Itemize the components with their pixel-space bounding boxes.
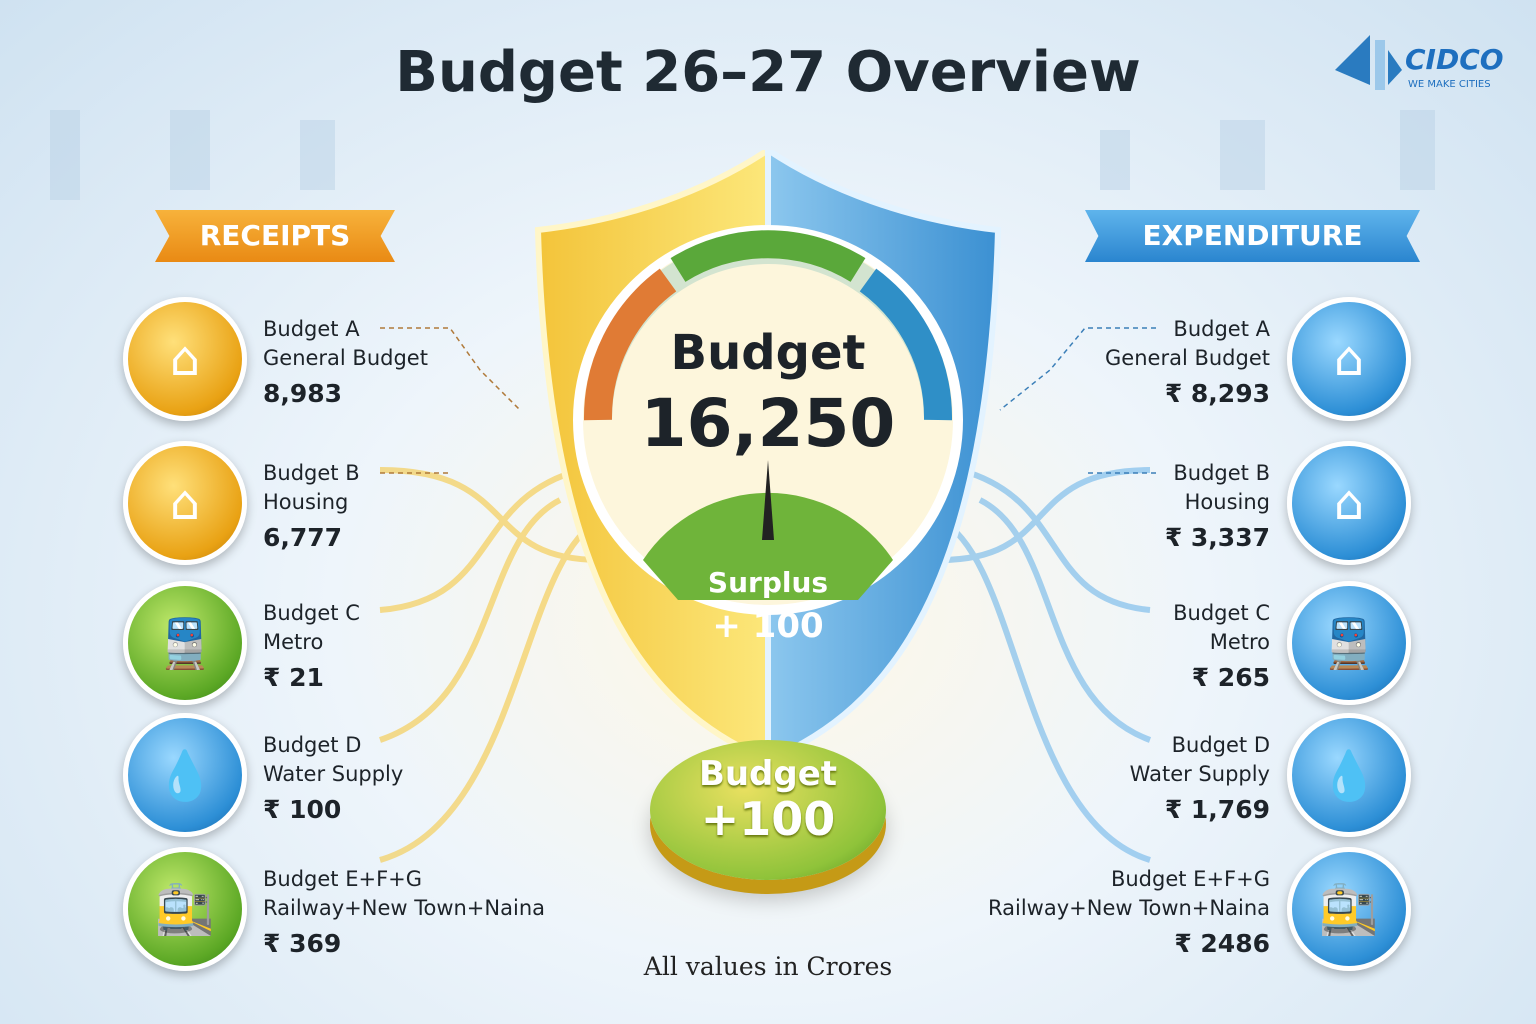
- expenditure-item: Budget B Housing ₹ 3,337: [1165, 459, 1270, 552]
- expenditure-item: Budget D Water Supply ₹ 1,769: [1130, 731, 1270, 824]
- receipts-item: Budget D Water Supply ₹ 100: [263, 731, 403, 824]
- house-icon: ⌂: [1287, 441, 1411, 565]
- item-value: ₹ 2486: [1174, 929, 1270, 958]
- metro-train-icon: 🚆: [123, 581, 247, 705]
- railway-town-icon: 🚉: [123, 847, 247, 971]
- item-name: Budget D: [263, 733, 362, 757]
- cidco-logo: CIDCO WE MAKE CITIES: [1330, 25, 1520, 95]
- item-sub: Water Supply: [1129, 762, 1270, 786]
- item-sub: Railway+New Town+Naina: [988, 896, 1270, 920]
- units-note: All values in Crores: [643, 952, 893, 981]
- item-value: ₹ 3,337: [1164, 523, 1270, 552]
- item-value: ₹ 21: [263, 663, 324, 692]
- surplus-coin: Budget +100: [650, 740, 886, 880]
- receipts-item: Budget B Housing 6,777: [263, 459, 360, 552]
- house-icon: ⌂: [123, 441, 247, 565]
- coin-value: +100: [700, 792, 836, 846]
- house-emblem-icon: ⌂: [1287, 297, 1411, 421]
- house-emblem-icon: ⌂: [123, 297, 247, 421]
- item-value: ₹ 1,769: [1164, 795, 1270, 824]
- water-drop-icon: 💧: [123, 713, 247, 837]
- railway-town-icon: 🚉: [1287, 847, 1411, 971]
- page-title: Budget 26–27 Overview: [395, 40, 1141, 105]
- surplus-label: Surplus: [707, 566, 829, 599]
- expenditure-item: Budget E+F+G Railway+New Town+Naina ₹ 2486: [988, 865, 1270, 958]
- item-value: ₹ 100: [263, 795, 342, 824]
- item-sub: Metro: [263, 630, 324, 654]
- item-value: ₹ 8,293: [1164, 379, 1270, 408]
- item-value: 6,777: [263, 523, 343, 552]
- metro-train-icon: 🚆: [1287, 581, 1411, 705]
- water-drop-icon: 💧: [1287, 713, 1411, 837]
- item-sub: Water Supply: [263, 762, 404, 786]
- gauge-total: 16,250: [640, 385, 896, 462]
- receipts-item: Budget E+F+G Railway+New Town+Naina ₹ 369: [263, 865, 545, 958]
- item-sub: Railway+New Town+Naina: [263, 896, 545, 920]
- item-sub: Housing: [263, 490, 349, 514]
- item-name: Budget C: [263, 601, 360, 625]
- gauge-label: Budget: [670, 325, 866, 381]
- item-sub: Housing: [1184, 490, 1270, 514]
- logo-tagline: WE MAKE CITIES: [1408, 79, 1491, 90]
- item-sub: General Budget: [1105, 346, 1270, 370]
- item-value: ₹ 265: [1191, 663, 1270, 692]
- receipts-banner: RECEIPTS: [155, 210, 395, 262]
- item-name: Budget E+F+G: [1110, 867, 1270, 891]
- item-name: Budget A: [1173, 317, 1270, 341]
- item-sub: General Budget: [263, 346, 428, 370]
- coin-label: Budget: [698, 754, 838, 794]
- expenditure-item: Budget C Metro ₹ 265: [1173, 599, 1270, 692]
- item-value: ₹ 369: [263, 929, 342, 958]
- item-name: Budget B: [263, 461, 360, 485]
- budget-shield: [534, 150, 1002, 765]
- cidco-logo-icon: [1335, 35, 1402, 90]
- item-value: 8,983: [263, 379, 343, 408]
- expenditure-banner: EXPENDITURE: [1085, 210, 1420, 262]
- item-sub: Metro: [1209, 630, 1270, 654]
- item-name: Budget B: [1173, 461, 1270, 485]
- logo-name: CIDCO: [1405, 43, 1504, 76]
- receipts-item: Budget A General Budget 8,983: [263, 315, 428, 408]
- item-name: Budget E+F+G: [263, 867, 423, 891]
- surplus-value: + 100: [712, 606, 824, 646]
- item-name: Budget D: [1171, 733, 1270, 757]
- item-name: Budget A: [263, 317, 360, 341]
- expenditure-item: Budget A General Budget ₹ 8,293: [1105, 315, 1270, 408]
- receipts-item: Budget C Metro ₹ 21: [263, 599, 360, 692]
- item-name: Budget C: [1173, 601, 1270, 625]
